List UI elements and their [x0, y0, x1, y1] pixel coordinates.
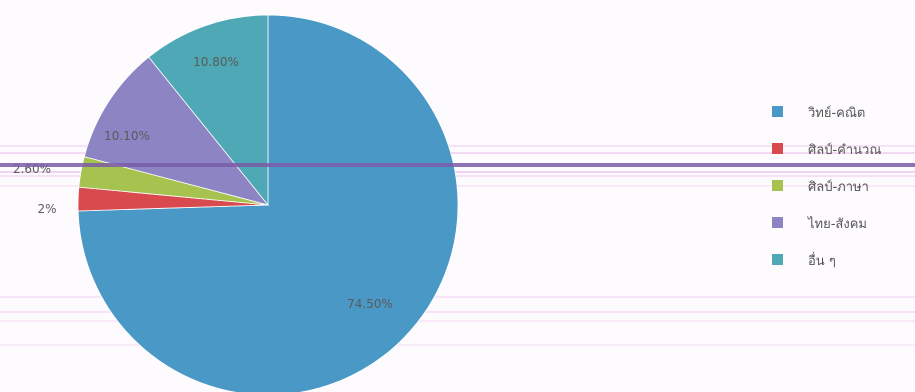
pie-slice [148, 14, 269, 207]
legend-swatch [772, 106, 783, 117]
legend-label: ไทย-สังคม [807, 216, 867, 232]
overlay-band [0, 163, 915, 167]
legend-label: วิทย์-คณิต [807, 105, 865, 121]
legend-swatch [772, 217, 783, 228]
legend: วิทย์-คณิตศิลป์-คำนวณศิลป์-ภาษาไทย-สังคม… [772, 105, 881, 269]
slice-data-label: 10.80% [193, 55, 239, 69]
legend-label: ศิลป์-คำนวณ [808, 142, 881, 158]
slice-data-label: 10.10% [104, 129, 150, 143]
slice-data-label: 74.50% [347, 297, 393, 311]
pie-slices [77, 14, 459, 392]
legend-label: อื่น ๆ [808, 252, 836, 269]
pie-slice [83, 56, 270, 206]
legend-label: ศิลป์-ภาษา [808, 179, 869, 195]
legend-swatch [772, 180, 783, 191]
legend-swatch [772, 254, 783, 265]
legend-swatch [772, 143, 783, 154]
slice-data-label: 2% [37, 202, 56, 216]
